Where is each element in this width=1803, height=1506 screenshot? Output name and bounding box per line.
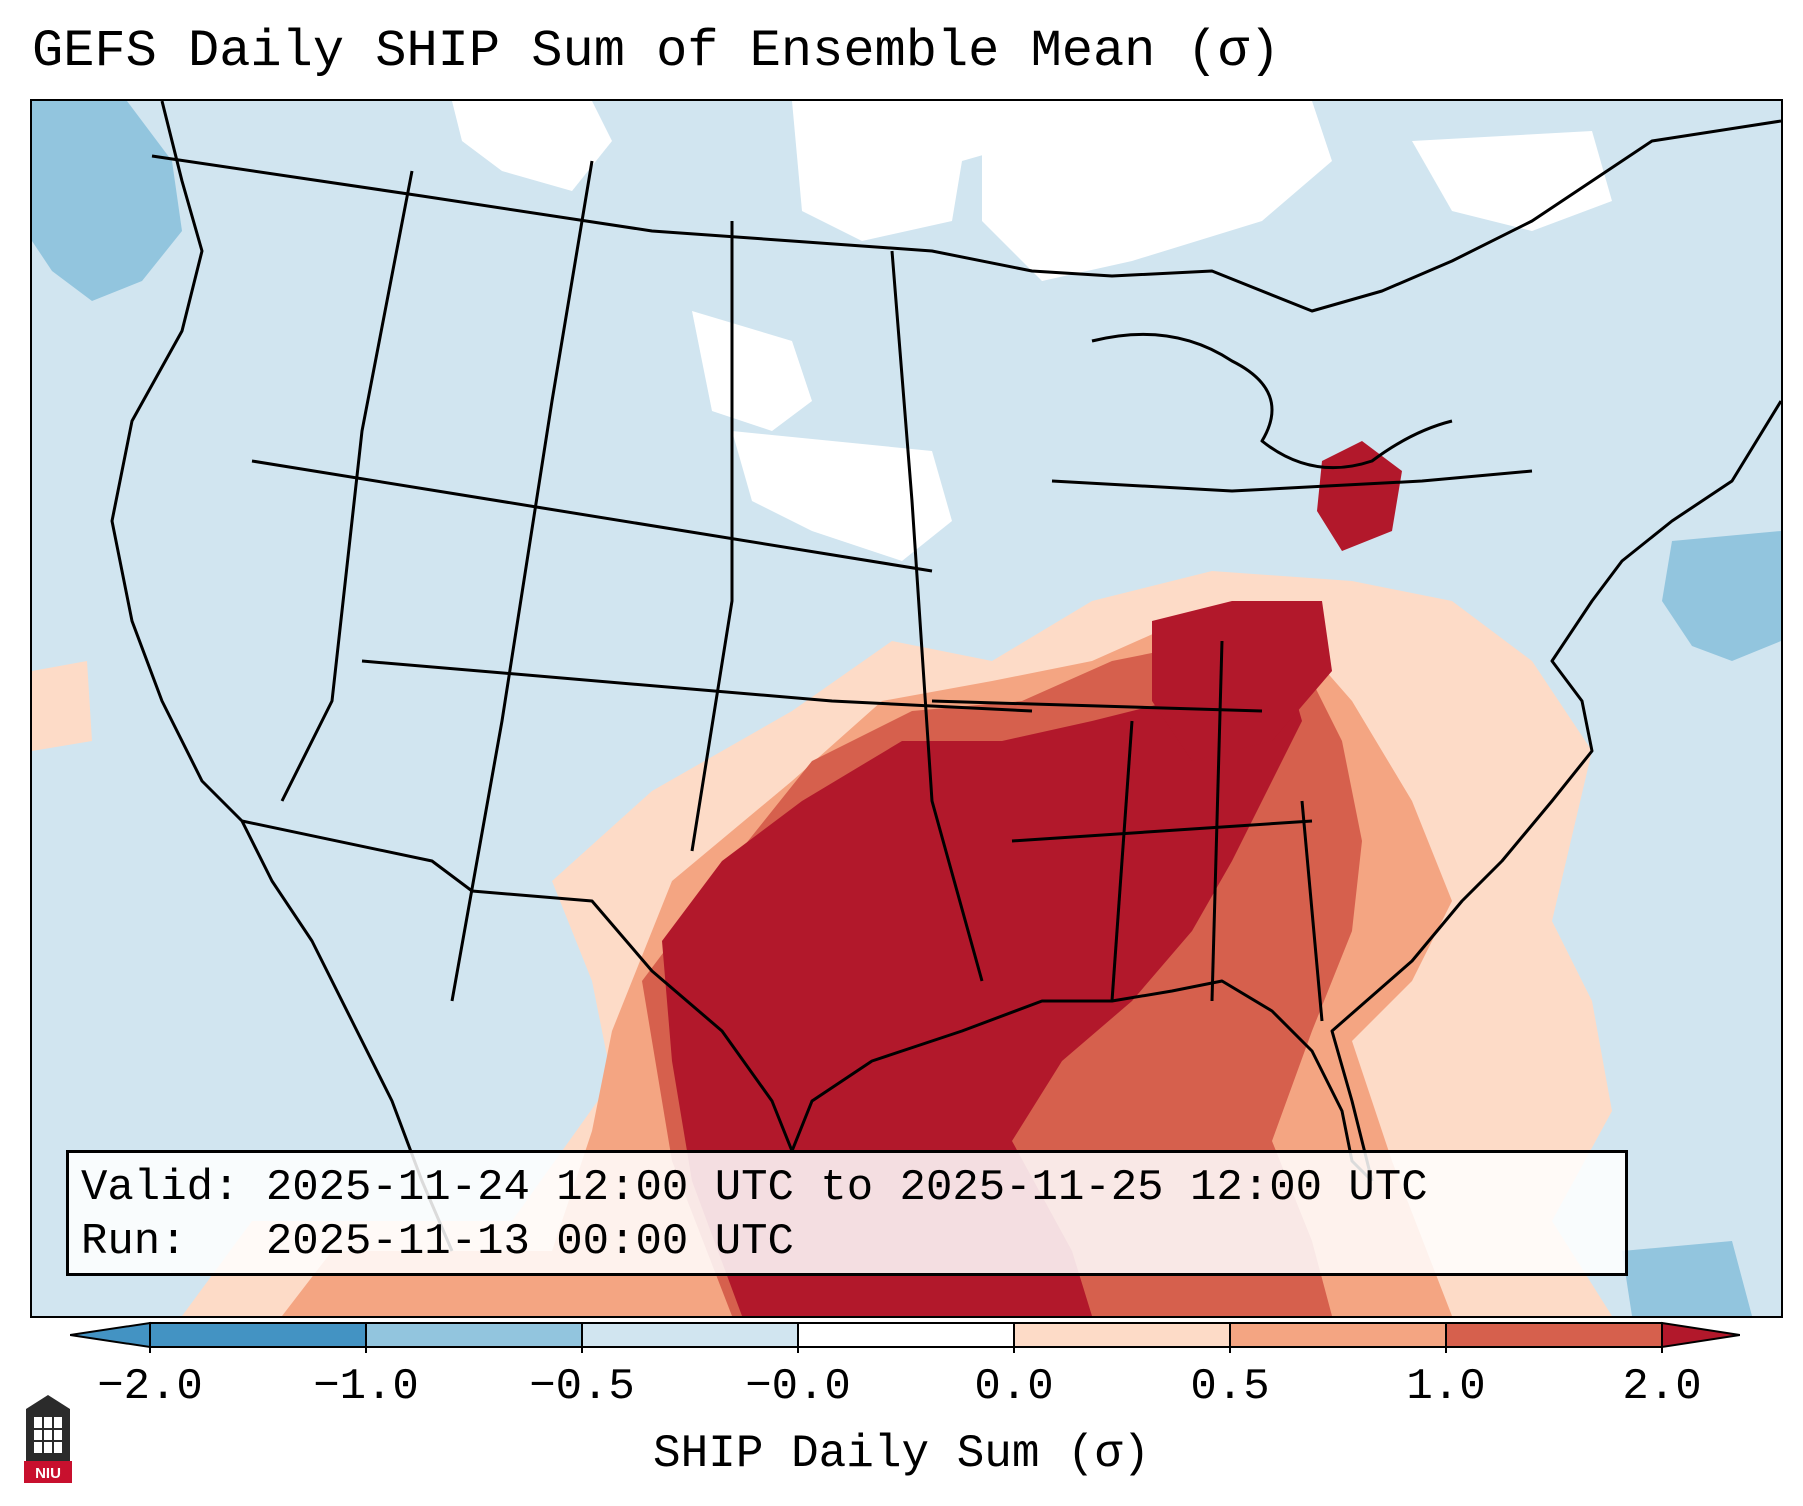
us-canada-border xyxy=(151,119,1781,313)
colorbar-bin-7 xyxy=(1446,1323,1662,1347)
colorbar-label: SHIP Daily Sum (σ) xyxy=(653,1428,1150,1480)
colorbar-tick-label: −1.0 xyxy=(313,1362,419,1412)
colorbar-tick-label: 2.0 xyxy=(1622,1362,1702,1412)
colorbar-tick-label: 0.5 xyxy=(1190,1362,1270,1412)
colorbar-bin-5 xyxy=(1014,1323,1230,1347)
great-lakes xyxy=(1091,332,1453,470)
state-line-10 xyxy=(1210,640,1224,1002)
colorbar-bin-3 xyxy=(582,1323,798,1347)
colorbar-extend-low xyxy=(70,1321,151,1349)
state-line-6 xyxy=(280,170,414,802)
colorbar-bin-4 xyxy=(798,1323,1014,1347)
colorbar xyxy=(70,1321,1740,1353)
colorbar-extend-high xyxy=(1661,1321,1740,1349)
positive-anomaly-areas xyxy=(32,441,1612,1316)
state-line-11 xyxy=(1300,800,1324,1022)
niu-logo: NIU xyxy=(24,1395,72,1483)
extreme-positive-michigan-patch xyxy=(1317,441,1402,551)
atlantic-coast xyxy=(1330,400,1781,1182)
logo-text: NIU xyxy=(35,1465,61,1482)
caribbean-negative-patch xyxy=(1622,1241,1752,1316)
us-mexico-border xyxy=(241,819,794,1152)
colorbar-bin-2 xyxy=(366,1323,582,1347)
light-positive-west-patch xyxy=(32,661,92,751)
near-zero-areas xyxy=(452,101,1612,561)
state-line-5 xyxy=(890,250,984,982)
run-time-text: Run: 2025-11-13 00:00 UTC xyxy=(81,1217,794,1267)
map-panel xyxy=(30,99,1783,1318)
state-line-8 xyxy=(1011,819,1313,843)
state-line-9 xyxy=(1110,720,1134,1002)
colorbar-tick-label: −0.0 xyxy=(745,1362,851,1412)
colorbar-tick-label: −2.0 xyxy=(97,1362,203,1412)
map-canvas xyxy=(32,101,1781,1316)
colorbar-tick-label: −0.5 xyxy=(529,1362,635,1412)
extreme-positive-area xyxy=(662,651,1302,1316)
state-line-1 xyxy=(251,459,933,573)
valid-time-text: Valid: 2025-11-24 12:00 UTC to 2025-11-2… xyxy=(81,1163,1428,1213)
colorbar-bin-6 xyxy=(1230,1323,1446,1347)
colorbar-tick-label: 0.0 xyxy=(974,1362,1054,1412)
atlantic-negative-patch xyxy=(1662,531,1781,661)
boundary-lines xyxy=(110,101,1781,1252)
state-line-3 xyxy=(450,160,594,1002)
state-line-4 xyxy=(690,221,734,852)
colorbar-bin-1 xyxy=(150,1323,366,1347)
pacific-negative-patch xyxy=(32,101,182,301)
coastline-west xyxy=(110,101,454,1252)
colorbar-tick-label: 1.0 xyxy=(1406,1362,1486,1412)
info-box: Valid: 2025-11-24 12:00 UTC to 2025-11-2… xyxy=(66,1150,1628,1276)
state-line-2 xyxy=(361,659,1033,713)
extreme-positive-ohio-patch xyxy=(1152,601,1332,761)
negative-anomaly-areas xyxy=(32,101,1781,1316)
state-line-7 xyxy=(931,699,1263,713)
state-line-12 xyxy=(1051,469,1533,493)
gulf-coast xyxy=(790,979,1374,1183)
chart-title: GEFS Daily SHIP Sum of Ensemble Mean (σ) xyxy=(32,22,1281,81)
colorbar-ticks xyxy=(149,1323,1663,1353)
